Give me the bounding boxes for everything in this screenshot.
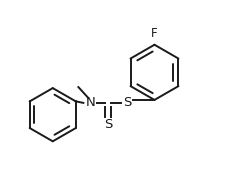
Text: N: N (86, 96, 95, 109)
Text: S: S (104, 118, 112, 131)
Text: F: F (151, 27, 158, 40)
Text: S: S (124, 96, 132, 109)
